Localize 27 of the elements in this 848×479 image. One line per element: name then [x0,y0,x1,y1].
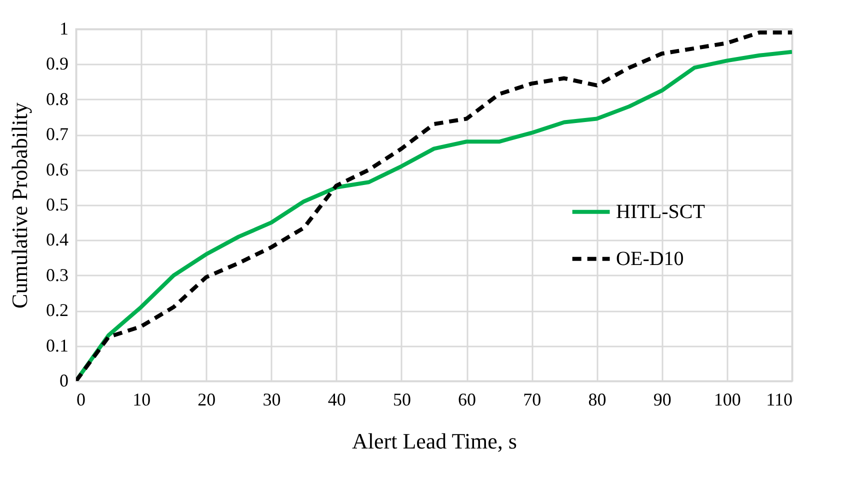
y-tick-label: 0.3 [46,264,68,285]
legend-label: OE-D10 [616,248,684,270]
y-tick-label: 0.8 [46,88,68,109]
x-tick-label: 10 [132,390,151,410]
x-tick-label: 20 [198,390,216,410]
y-tick-label: 0.2 [46,300,68,320]
x-axis-title: Alert Lead Time, s [352,428,517,454]
x-tick-label: 0 [76,390,86,410]
y-tick-label: 1 [60,18,68,38]
x-tick-label: 90 [653,390,672,410]
x-tick-label: 110 [766,390,792,410]
x-tick-label: 30 [262,390,281,410]
x-tick-label: 40 [328,390,346,410]
x-tick-label: 80 [588,390,606,410]
x-tick-label: 50 [392,390,411,410]
y-tick-label: 0.6 [46,159,68,180]
y-tick-label: 0.4 [46,230,68,250]
y-tick-label: 0.7 [46,124,68,144]
y-tick-label: 0.9 [46,54,68,74]
y-tick-label: 0.1 [46,335,68,356]
x-tick-label: 60 [458,390,476,410]
y-axis-title: Cumulative Probability [7,102,32,308]
y-tick-label: 0 [60,370,68,390]
x-tick-label: 70 [523,390,542,410]
legend-label: HITL-SCT [616,200,705,223]
x-tick-label: 100 [714,390,741,410]
y-tick-label: 0.5 [46,194,68,214]
